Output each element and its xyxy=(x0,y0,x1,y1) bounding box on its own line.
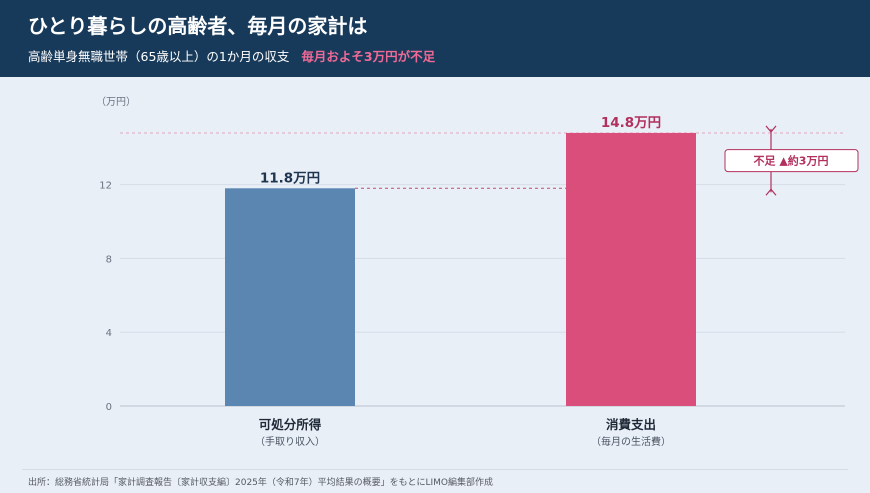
subtitle-text: 高齢単身無職世帯（65歳以上）の1か月の収支 xyxy=(28,49,290,64)
page-title: ひとり暮らしの高齢者、毎月の家計は xyxy=(28,14,368,38)
category-label: 消費支出 xyxy=(606,417,656,432)
bar-1 xyxy=(225,188,355,406)
page-subtitle: 高齢単身無職世帯（65歳以上）の1か月の収支 毎月およそ3万円が不足 xyxy=(28,46,435,65)
y-tick-label: 12 xyxy=(99,181,112,192)
source-note: 出所：総務省統計局「家計調査報告〔家計収支編〕2025年（令和7年）平均結果の概… xyxy=(28,478,493,488)
y-tick-label: 4 xyxy=(106,328,112,339)
footer-divider xyxy=(22,469,848,470)
subtitle-highlight: 毎月およそ3万円が不足 xyxy=(301,49,436,64)
y-tick-label: 8 xyxy=(106,254,112,265)
annotation-box xyxy=(724,149,859,173)
grid-lines: 0 4 8 12 xyxy=(99,132,845,413)
y-tick-label: 0 xyxy=(106,402,112,413)
bracket-bottom-cap xyxy=(765,188,777,196)
value-label: 14.8万円 xyxy=(601,115,661,131)
bars xyxy=(225,132,696,406)
bracket-top-cap xyxy=(765,125,777,133)
y-axis-unit-label: （万円） xyxy=(96,96,136,108)
bar-2 xyxy=(566,132,696,406)
category-sublabel: （毎月の生活費） xyxy=(591,435,671,448)
category-label: 可処分所得 xyxy=(259,417,322,432)
annotation-text: 不足 ▲約3万円 xyxy=(754,154,829,168)
category-sublabel: （手取り収入） xyxy=(255,435,325,448)
header-banner: ひとり暮らしの高齢者、毎月の家計は 高齢単身無職世帯（65歳以上）の1か月の収支… xyxy=(0,0,870,77)
value-label: 11.8万円 xyxy=(260,170,320,186)
